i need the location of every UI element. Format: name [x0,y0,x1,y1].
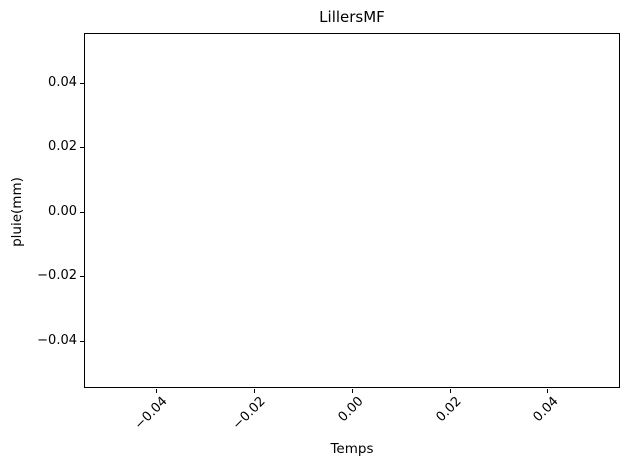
x-tick-mark [547,389,548,393]
x-tick-label: 0.04 [530,394,562,426]
y-tick-label: 0.02 [48,139,77,154]
x-axis-label: Temps [330,441,374,457]
x-tick-label: 0.00 [335,394,367,426]
y-tick-mark [80,276,84,277]
plot-area [84,33,620,388]
y-tick-mark [80,341,84,342]
y-tick-label: 0.00 [48,204,77,219]
chart-title: LillersMF [319,8,385,26]
y-tick-mark [80,83,84,84]
x-tick-label: −0.02 [229,394,269,433]
x-tick-label: 0.02 [433,394,465,426]
y-tick-mark [80,212,84,213]
x-tick-mark [450,389,451,393]
x-tick-mark [352,389,353,393]
y-tick-label: 0.04 [48,75,77,90]
y-tick-mark [80,147,84,148]
x-tick-mark [254,389,255,393]
x-tick-mark [156,389,157,393]
y-axis-label: pluie(mm) [9,177,25,247]
y-tick-label: −0.04 [37,333,77,348]
x-tick-label: −0.04 [131,394,171,433]
y-tick-label: −0.02 [37,268,77,283]
